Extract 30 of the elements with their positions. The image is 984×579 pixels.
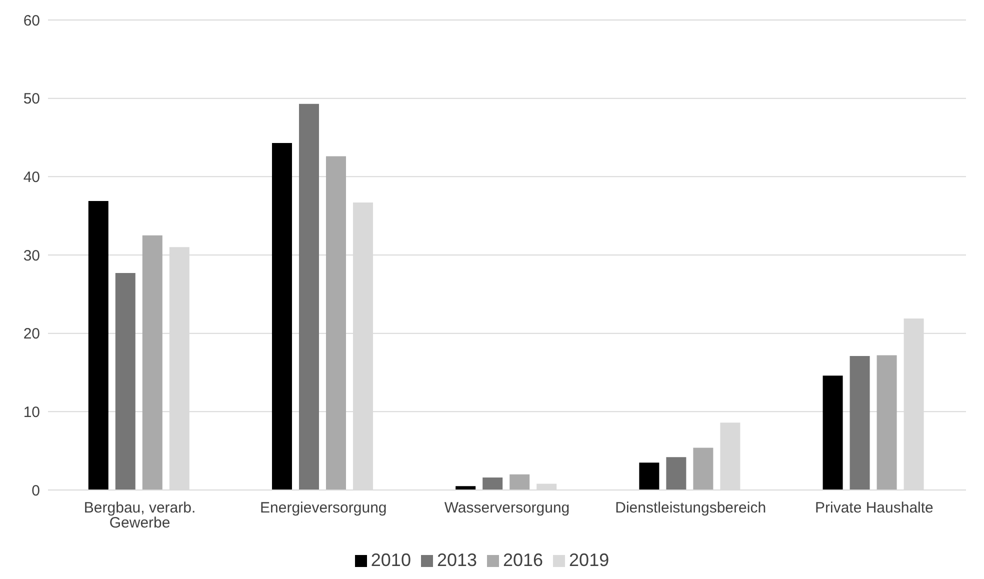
bar — [822, 376, 843, 490]
bar — [326, 156, 346, 490]
y-tick-label: 40 — [23, 168, 40, 186]
bar — [142, 235, 162, 490]
y-tick-label: 0 — [32, 482, 40, 500]
y-tick-label: 10 — [23, 404, 40, 421]
x-tick-label: Energieversorgung — [260, 500, 387, 517]
legend-label: 2013 — [436, 550, 477, 570]
bar — [850, 356, 870, 490]
bar — [693, 448, 714, 490]
bar — [482, 477, 503, 490]
legend-label: 2016 — [503, 550, 544, 570]
bar — [876, 355, 897, 490]
y-tick-label: 60 — [23, 12, 40, 30]
x-tick-label: Private Haushalte — [814, 500, 934, 517]
bar — [666, 457, 686, 490]
bar — [88, 200, 108, 490]
bar — [115, 273, 136, 490]
x-tick-label: Bergbau, verarb. Gewerbe — [84, 500, 196, 532]
legend-label: 2019 — [569, 550, 610, 570]
x-tick-label: Wasserversorgung — [444, 500, 570, 517]
x-tick-label: Dienstleistungsbereich — [615, 500, 766, 517]
y-tick-label: 20 — [23, 326, 40, 343]
y-tick-label: 50 — [23, 90, 40, 108]
bar — [639, 462, 660, 490]
y-tick-label: 30 — [23, 247, 40, 264]
legend-label: 2010 — [370, 550, 411, 570]
bar — [510, 474, 530, 490]
bar — [298, 104, 319, 490]
bar — [272, 142, 292, 490]
